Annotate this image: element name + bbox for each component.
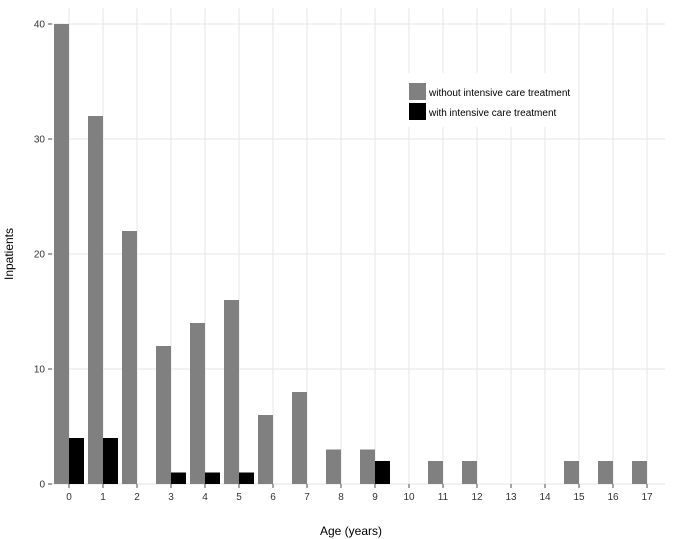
x-tick-label: 4 [202,492,208,503]
bar-with-intensive-care [69,438,84,484]
bar-without-intensive-care [462,461,477,484]
bar-without-intensive-care [258,415,273,484]
bar-with-intensive-care [239,472,254,484]
bar-with-intensive-care [103,438,118,484]
x-tick-label: 6 [270,492,276,503]
bar-with-intensive-care [375,461,390,484]
x-tick-label: 11 [438,492,449,503]
y-tick-label: 30 [34,135,46,146]
bar-without-intensive-care [156,346,171,484]
y-axis-title: Inpatients [2,228,16,280]
x-tick-label: 9 [372,492,378,503]
x-tick-label: 2 [134,492,140,503]
x-tick-label: 8 [338,492,344,503]
x-tick-label: 10 [403,492,415,503]
x-tick-label: 12 [471,492,483,503]
x-tick-label: 0 [66,492,72,503]
bar-without-intensive-care [598,461,613,484]
bar-without-intensive-care [224,300,239,484]
bar-without-intensive-care [428,461,443,484]
legend-label-with: with intensive care treatment [428,108,557,119]
x-tick-label: 15 [573,492,585,503]
y-tick-label: 10 [34,365,46,376]
x-tick-label: 16 [607,492,619,503]
y-tick-label: 0 [39,480,45,491]
bar-without-intensive-care [190,323,205,484]
y-tick-label: 40 [34,20,46,31]
legend-label-without: without intensive care treatment [428,88,570,99]
bar-without-intensive-care [122,231,137,484]
legend: without intensive care treatment with in… [398,73,570,127]
y-tick-label: 20 [34,250,46,261]
x-axis-title: Age (years) [320,524,382,538]
x-tick-label: 7 [304,492,310,503]
grid [52,8,665,485]
x-tick-label: 3 [168,492,174,503]
bar-without-intensive-care [54,24,69,484]
legend-swatch-with [409,103,426,120]
bar-without-intensive-care [292,392,307,484]
x-tick-label: 13 [505,492,517,503]
x-tick-label: 5 [236,492,242,503]
x-tick-label: 1 [100,492,106,503]
bar-without-intensive-care [326,449,341,484]
bar-without-intensive-care [632,461,647,484]
x-tick-label: 14 [539,492,551,503]
bar-without-intensive-care [564,461,579,484]
bar-without-intensive-care [88,116,103,484]
legend-swatch-without [409,83,426,100]
bar-with-intensive-care [205,472,220,484]
bars [54,24,647,484]
x-tick-label: 17 [641,492,653,503]
bar-with-intensive-care [171,472,186,484]
bar-without-intensive-care [360,449,375,484]
